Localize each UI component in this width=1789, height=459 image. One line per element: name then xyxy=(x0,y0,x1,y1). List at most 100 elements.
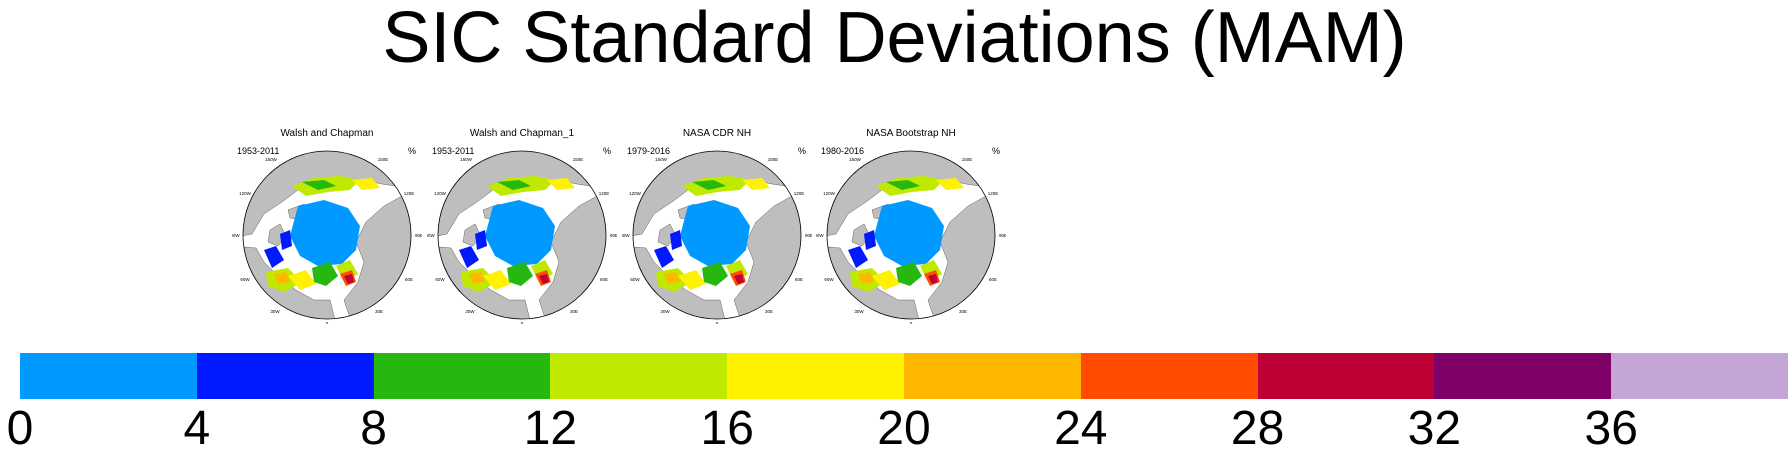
sic-region xyxy=(288,270,316,290)
lon-label: 150E xyxy=(768,157,779,162)
lon-label: 120W xyxy=(434,191,447,196)
lon-label: 120E xyxy=(794,191,805,196)
lon-label: 0 xyxy=(326,321,329,324)
lon-label: 90W xyxy=(427,233,435,238)
panel-title: NASA Bootstrap NH xyxy=(866,128,956,139)
colorbar-segment xyxy=(20,353,198,399)
sic-region xyxy=(734,274,744,284)
lon-label: 60E xyxy=(989,277,997,282)
chart-title: SIC Standard Deviations (MAM) xyxy=(382,0,1407,78)
sic-region xyxy=(547,178,575,190)
sic-region xyxy=(264,246,284,268)
sic-region xyxy=(654,246,674,268)
colorbar-tick-label: 0 xyxy=(6,402,34,455)
sic-region xyxy=(280,230,292,250)
panel-period: 1953-2011 xyxy=(237,146,280,156)
sic-region xyxy=(692,180,726,190)
lon-label: 0 xyxy=(521,321,524,324)
sic-region xyxy=(886,180,920,190)
colorbar-tick-label: 20 xyxy=(877,402,931,455)
colorbar-segment xyxy=(196,353,375,399)
panel-unit: % xyxy=(797,146,806,156)
colorbar-segment xyxy=(1080,353,1259,399)
colorbar-segment xyxy=(373,353,551,399)
lon-label: 30E xyxy=(765,309,773,314)
lon-label: 30E xyxy=(375,309,383,314)
lon-label: 60E xyxy=(600,277,608,282)
sic-region xyxy=(485,200,555,266)
polar-map: 180 150E 150W 120E 120W 90E 90W 60E 60W 30E 30W 0 xyxy=(816,150,1006,324)
sic-region xyxy=(848,246,868,268)
colorbar-segment xyxy=(550,353,728,399)
map-border xyxy=(437,150,607,320)
lon-label: 120W xyxy=(239,191,252,196)
sic-region xyxy=(312,262,338,286)
colorbar-tick-label: 8 xyxy=(360,402,387,455)
lon-label: 120W xyxy=(629,191,642,196)
sic-region xyxy=(936,178,964,190)
lon-label: 60W xyxy=(630,277,640,282)
lon-label: 150E xyxy=(378,157,389,162)
panel-title: NASA CDR NH xyxy=(682,128,752,139)
colorbar xyxy=(20,353,1789,399)
polar-map: 180 150E 150W 120E 120W 90E 90W 60E 60W 30E 30W 0 xyxy=(427,150,617,324)
sic-region xyxy=(274,272,290,284)
colorbar-segment xyxy=(1257,353,1435,399)
panel-unit: % xyxy=(991,146,1000,156)
lon-label: 60E xyxy=(405,277,413,282)
colorbar-tick-label: 12 xyxy=(523,402,578,455)
sic-region xyxy=(290,200,360,266)
sic-region xyxy=(539,274,549,284)
lon-label: 30E xyxy=(959,309,967,314)
lon-label: 120E xyxy=(599,191,610,196)
sic-region xyxy=(680,200,750,266)
lon-label: 0 xyxy=(716,321,719,324)
lon-label: 90W xyxy=(816,233,824,238)
lon-label: 180 xyxy=(713,150,721,151)
lon-label: 120E xyxy=(404,191,415,196)
lon-label: 150W xyxy=(460,157,473,162)
polar-map: 180 150E 150W 120E 120W 90E 90W 60E 60W 30E 30W 0 xyxy=(622,150,812,324)
sic-region xyxy=(678,270,706,290)
lon-label: 90E xyxy=(415,233,422,238)
colorbar-tick-label: 32 xyxy=(1407,402,1462,455)
panel-title: Walsh and Chapman xyxy=(280,128,374,139)
panel-period: 1980-2016 xyxy=(821,146,865,156)
lon-label: 30W xyxy=(465,309,475,314)
lon-label: 180 xyxy=(323,150,331,151)
lon-label: 30W xyxy=(854,309,864,314)
panel-unit: % xyxy=(602,146,611,156)
lon-label: 90E xyxy=(805,233,812,238)
panel-title: Walsh and Chapman_1 xyxy=(469,128,575,139)
colorbar-segment xyxy=(904,353,1082,399)
sic-region xyxy=(352,178,380,190)
map-panel: NASA CDR NH 1979-2016% 180 150E 150W 120E 120W… xyxy=(622,124,812,324)
map-panel: Walsh and Chapman_1 1953-2011% 180 150E 150W… xyxy=(427,124,617,324)
sic-region xyxy=(302,180,336,190)
sic-region xyxy=(497,180,531,190)
lon-label: 60W xyxy=(824,277,834,282)
sic-region xyxy=(928,274,938,284)
lon-label: 150W xyxy=(265,157,278,162)
map-border xyxy=(826,150,996,320)
lon-label: 30E xyxy=(570,309,578,314)
sic-region xyxy=(670,230,682,250)
polar-map: 180 150E 150W 120E 120W 90E 90W 60E 60W 30E 30W 0 xyxy=(232,150,422,324)
colorbar-tick-label: 24 xyxy=(1054,402,1108,455)
lon-label: 120E xyxy=(988,191,999,196)
lon-label: 150E xyxy=(962,157,973,162)
sic-region xyxy=(874,200,944,266)
map-border xyxy=(632,150,802,320)
sic-region xyxy=(475,230,487,250)
colorbar-tick-label: 36 xyxy=(1584,402,1638,455)
panel-period: 1953-2011 xyxy=(432,146,475,156)
sic-region xyxy=(896,262,922,286)
lon-label: 90E xyxy=(610,233,617,238)
colorbar-segment xyxy=(1611,353,1789,399)
sic-region xyxy=(664,272,680,284)
sic-region xyxy=(702,262,728,286)
lon-label: 60W xyxy=(240,277,250,282)
lon-label: 180 xyxy=(518,150,526,151)
lon-label: 30W xyxy=(660,309,670,314)
